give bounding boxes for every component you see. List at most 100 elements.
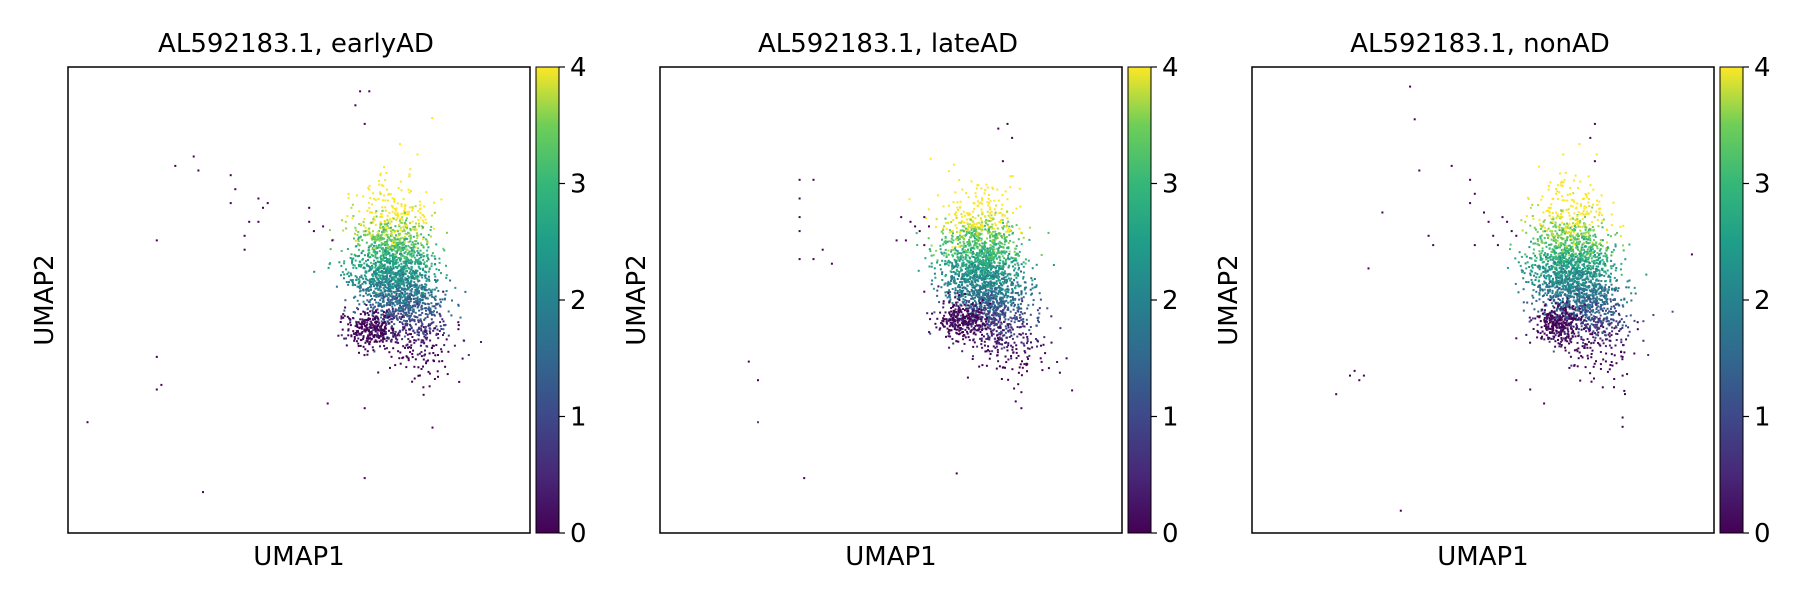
scatter-point bbox=[972, 345, 975, 348]
scatter-point bbox=[1004, 289, 1007, 292]
scatter-point bbox=[966, 376, 969, 379]
scatter-point bbox=[990, 323, 993, 326]
scatter-point bbox=[372, 230, 374, 233]
scatter-point bbox=[987, 294, 990, 297]
scatter-point bbox=[1001, 301, 1004, 304]
scatter-point bbox=[364, 348, 367, 351]
scatter-point bbox=[424, 331, 427, 334]
scatter-point bbox=[449, 279, 452, 282]
scatter-point bbox=[944, 274, 947, 276]
scatter-point bbox=[390, 231, 393, 234]
scatter-point bbox=[1020, 341, 1023, 344]
scatter-point bbox=[984, 216, 987, 219]
scatter-point bbox=[980, 248, 983, 251]
scatter-point bbox=[954, 322, 957, 325]
scatter-point bbox=[438, 330, 441, 332]
scatter-point bbox=[970, 305, 973, 308]
scatter-point bbox=[996, 271, 998, 274]
scatter-point bbox=[971, 313, 974, 316]
scatter-point bbox=[985, 299, 988, 301]
scatter-point bbox=[427, 307, 430, 310]
scatter-point bbox=[955, 263, 958, 266]
scatter-point bbox=[362, 345, 365, 348]
scatter-point bbox=[1007, 266, 1010, 269]
scatter-point bbox=[973, 230, 976, 232]
scatter-point bbox=[413, 331, 416, 334]
scatter-point bbox=[257, 220, 260, 223]
scatter-point bbox=[365, 304, 368, 306]
scatter-point bbox=[395, 244, 398, 247]
scatter-point bbox=[435, 332, 438, 335]
scatter-point bbox=[950, 230, 953, 233]
scatter-point bbox=[381, 259, 384, 262]
scatter-point bbox=[405, 301, 408, 304]
scatter-point bbox=[383, 277, 386, 280]
scatter-point bbox=[993, 248, 996, 251]
scatter-point bbox=[415, 272, 418, 275]
scatter-point bbox=[962, 313, 964, 316]
scatter-point bbox=[406, 305, 409, 308]
scatter-point bbox=[418, 301, 421, 303]
scatter-point bbox=[395, 282, 398, 285]
scatter-point bbox=[354, 259, 357, 262]
scatter-point bbox=[358, 281, 361, 284]
scatter-point bbox=[943, 283, 946, 286]
scatter-point bbox=[412, 249, 415, 252]
scatter-point bbox=[427, 233, 430, 236]
scatter-point bbox=[927, 237, 930, 240]
scatter-point bbox=[1013, 333, 1016, 336]
scatter-point bbox=[234, 188, 237, 191]
scatter-point bbox=[391, 325, 393, 328]
scatter-point bbox=[396, 290, 399, 293]
scatter-point bbox=[975, 294, 978, 297]
scatter-point bbox=[400, 294, 403, 297]
scatter-point bbox=[369, 256, 372, 259]
scatter-point bbox=[967, 248, 969, 251]
scatter-point bbox=[388, 211, 391, 214]
scatter-point bbox=[972, 256, 975, 258]
scatter-point bbox=[798, 197, 801, 200]
scatter-point bbox=[359, 294, 362, 297]
scatter-point bbox=[935, 326, 938, 329]
scatter-point bbox=[969, 213, 972, 216]
scatter-point bbox=[1011, 175, 1014, 177]
scatter-point bbox=[989, 236, 991, 239]
scatter-point bbox=[981, 328, 984, 331]
scatter-point bbox=[382, 296, 385, 299]
scatter-point bbox=[987, 306, 990, 309]
scatter-point bbox=[975, 324, 978, 327]
scatter-point bbox=[393, 278, 396, 281]
scatter-point bbox=[994, 236, 997, 239]
scatter-point bbox=[424, 349, 426, 352]
scatter-point bbox=[985, 218, 988, 221]
scatter-point bbox=[982, 275, 984, 278]
scatter-point bbox=[961, 225, 964, 228]
scatter-point bbox=[947, 259, 950, 262]
scatter-point bbox=[418, 272, 421, 275]
scatter-point bbox=[948, 291, 950, 294]
scatter-point bbox=[984, 283, 987, 286]
scatter-point bbox=[395, 337, 398, 340]
scatter-point bbox=[992, 250, 994, 253]
scatter-point bbox=[439, 305, 442, 308]
scatter-point bbox=[423, 307, 426, 310]
scatter-point bbox=[424, 265, 427, 268]
scatter-point bbox=[967, 269, 970, 272]
scatter-point bbox=[971, 358, 974, 360]
scatter-point bbox=[982, 254, 985, 257]
scatter-point bbox=[961, 188, 964, 191]
scatter-point bbox=[987, 334, 990, 337]
scatter-point bbox=[425, 222, 428, 225]
scatter-point bbox=[990, 294, 993, 297]
scatter-point bbox=[383, 311, 385, 314]
scatter-point bbox=[1019, 205, 1022, 208]
scatter-point bbox=[992, 235, 995, 238]
scatter-point bbox=[986, 277, 989, 280]
scatter-point bbox=[981, 269, 984, 272]
scatter-point bbox=[1011, 346, 1014, 349]
scatter-point bbox=[377, 371, 380, 374]
scatter-point bbox=[424, 317, 427, 320]
scatter-point bbox=[948, 283, 950, 286]
scatter-point bbox=[1004, 294, 1007, 297]
scatter-point bbox=[987, 337, 989, 340]
